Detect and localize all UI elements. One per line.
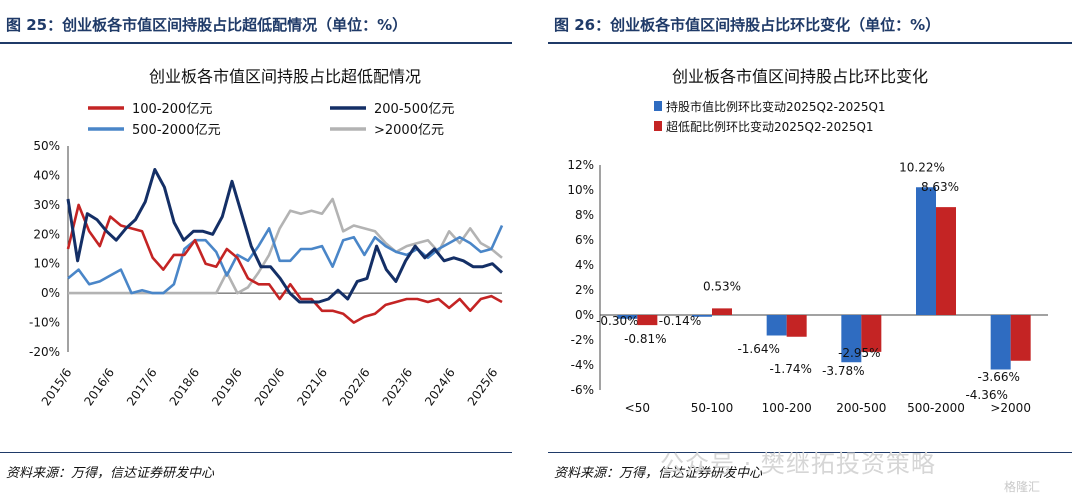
data-label: -3.66%: [977, 370, 1019, 384]
bar: [617, 315, 638, 319]
y-tick-label: 0%: [575, 308, 594, 322]
data-label: -0.14%: [659, 314, 701, 328]
x-tick-label: 2025/6: [465, 366, 501, 409]
y-tick-label: -2%: [571, 333, 594, 347]
bar: [712, 308, 732, 315]
bar: [692, 315, 712, 317]
figure-title: 图 26：创业板各市值区间持股占比环比变化（单位：%）: [554, 16, 941, 34]
watermark-logo: 格隆汇: [1004, 480, 1041, 494]
series-line: [66, 203, 503, 324]
y-tick-label: 10%: [567, 183, 594, 197]
data-label: 10.22%: [899, 160, 945, 174]
title-rule: [0, 42, 512, 44]
x-tick-label: 2018/6: [167, 366, 203, 409]
legend-label: 200-500亿元: [374, 102, 454, 117]
bar: [1010, 315, 1031, 361]
chart-title: 创业板各市值区间持股占比环比变化: [672, 67, 928, 86]
y-tick-label: 8%: [575, 208, 594, 222]
source-note: 资料来源：万得，信达证券研发中心: [6, 466, 215, 481]
figure-title: 图 25：创业板各市值区间持股占比超低配情况（单位：%）: [6, 16, 408, 34]
legend-label: 超低配比例环比变动2025Q2-2025Q1: [666, 119, 874, 134]
bar: [637, 315, 658, 326]
legend-swatch: [654, 101, 662, 111]
x-category-label: 50-100: [691, 401, 734, 415]
data-label: -0.81%: [624, 332, 666, 346]
watermark-text: 公众号 · 樊继拓投资策略: [660, 450, 936, 478]
bar: [861, 315, 882, 352]
source-rule: [548, 452, 1072, 453]
x-category-label: 500-2000: [907, 401, 965, 415]
bar: [936, 207, 956, 315]
y-tick-label: 12%: [567, 158, 594, 172]
x-tick-label: 2017/6: [124, 366, 160, 409]
y-tick-label: 30%: [33, 198, 60, 212]
x-tick-label: 2015/6: [39, 366, 75, 409]
y-tick-label: -20%: [29, 345, 60, 359]
data-label: 8.63%: [921, 180, 959, 194]
data-label: -2.95%: [838, 346, 880, 360]
x-tick-label: 2021/6: [294, 366, 330, 409]
bar: [916, 187, 936, 315]
x-tick-label: 2019/6: [209, 366, 245, 409]
y-tick-label: 10%: [33, 257, 60, 271]
title-rule: [548, 42, 1072, 44]
x-tick-label: 2023/6: [380, 366, 416, 409]
source-note: 资料来源：万得，信达证券研发中心: [554, 466, 763, 481]
data-label: -1.74%: [769, 362, 811, 376]
data-label: 0.53%: [703, 279, 741, 293]
bar: [766, 315, 787, 336]
x-tick-label: 2016/6: [81, 366, 117, 409]
y-tick-label: -6%: [571, 383, 594, 397]
chart-title: 创业板各市值区间持股占比超低配情况: [149, 67, 421, 86]
legend-label: 持股市值比例环比变动2025Q2-2025Q1: [666, 99, 886, 114]
line-chart: 创业板各市值区间持股占比超低配情况 100-200亿元 200-500亿元 500-2…: [29, 67, 504, 409]
legend-label: 100-200亿元: [132, 102, 212, 117]
x-category-label: 200-500: [836, 401, 886, 415]
y-tick-label: 50%: [33, 139, 60, 153]
x-category-label: 100-200: [762, 401, 812, 415]
y-tick-label: 20%: [33, 227, 60, 241]
x-tick-label: 2020/6: [252, 366, 288, 409]
y-tick-label: -10%: [29, 316, 60, 330]
bar: [990, 315, 1011, 370]
legend-label: >2000亿元: [374, 123, 444, 138]
data-label: -0.30%: [596, 314, 638, 328]
data-label: -3.78%: [822, 364, 864, 378]
x-tick-label: 2024/6: [422, 366, 458, 409]
data-label: -4.36%: [965, 388, 1007, 402]
y-tick-label: 40%: [33, 168, 60, 182]
x-tick-label: 2022/6: [337, 366, 373, 409]
series-line: [68, 197, 503, 295]
source-rule: [0, 452, 512, 453]
figure-26-panel: 图 26：创业板各市值区间持股占比环比变化（单位：%） 创业板各市值区间持股占比…: [548, 0, 1080, 503]
y-tick-label: 4%: [575, 258, 594, 272]
data-label: -1.64%: [737, 342, 779, 356]
series-line: [67, 224, 504, 295]
series-line: [66, 168, 504, 304]
legend-label: 500-2000亿元: [132, 123, 221, 138]
y-tick-label: 2%: [575, 283, 594, 297]
legend-swatch: [654, 121, 662, 131]
bar: [841, 315, 862, 363]
figure-25-panel: 图 25：创业板各市值区间持股占比超低配情况（单位：%） 创业板各市值区间持股占…: [0, 0, 520, 503]
y-tick-label: 0%: [41, 286, 60, 300]
y-tick-label: 6%: [575, 233, 594, 247]
x-category-label: <50: [625, 401, 650, 415]
bar: [786, 315, 807, 337]
y-tick-label: -4%: [571, 358, 594, 372]
x-category-label: >2000: [990, 401, 1031, 415]
